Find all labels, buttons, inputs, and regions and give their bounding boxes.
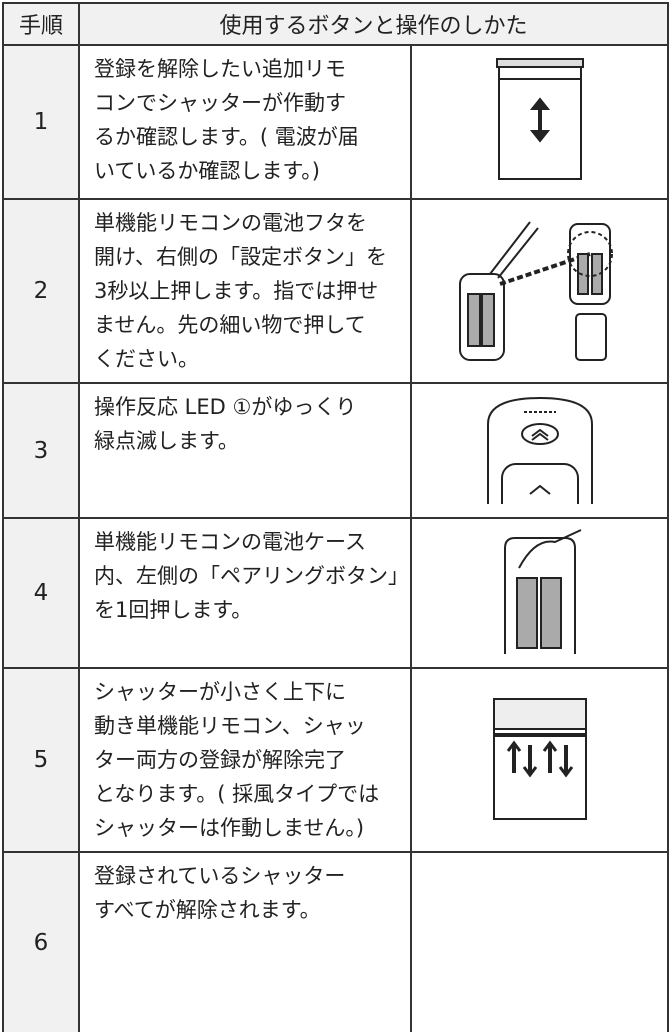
illustration bbox=[410, 667, 669, 853]
text-line: 3秒以上押します。指では押せ bbox=[94, 279, 379, 303]
header-step: 手順 bbox=[2, 2, 80, 46]
step-number: 6 bbox=[2, 851, 80, 1032]
step-row: 3 操作反応 LED ①がゆっくり 緑点滅します。 bbox=[2, 382, 669, 525]
text-line: ません。先の細い物で押して bbox=[94, 313, 366, 337]
illustration-graphic bbox=[458, 221, 613, 361]
text-line: 開け、右側の「設定ボタン」を bbox=[94, 245, 387, 269]
text-line: 単機能リモコンの電池ケース bbox=[94, 530, 366, 554]
text-line: すべてが解除されます。 bbox=[94, 898, 321, 922]
illustration bbox=[410, 382, 669, 525]
step-number: 1 bbox=[2, 44, 80, 200]
text-line: ください。 bbox=[94, 347, 199, 371]
illustration-graphic bbox=[492, 698, 587, 820]
text-line: 登録されているシャッター bbox=[94, 864, 346, 888]
step-row: 1 登録を解除したい追加リモ コンでシャッターが作動す るか確認します。( 電波が届い… bbox=[2, 44, 669, 200]
step-text: 登録されているシャッター すべてが解除されます。 bbox=[78, 851, 412, 1032]
step-text: 登録を解除したい追加リモ コンでシャッターが作動す るか確認します。( 電波が届 いて… bbox=[78, 44, 412, 200]
step-number: 2 bbox=[2, 198, 80, 384]
step-number: 5 bbox=[2, 667, 80, 853]
step-row: 5 シャッターが小さく上下に 動き単機能リモコン、シャッ ター両方の登録が解除完了 とな… bbox=[2, 667, 669, 853]
text-line: シャッターが小さく上下に bbox=[94, 680, 346, 704]
text-line: 内、左側の「ペアリングボタン」 bbox=[94, 564, 409, 588]
illustration bbox=[410, 851, 669, 1032]
step-row: 4 単機能リモコンの電池ケース 内、左側の「ペアリングボタン」 を1回押します。 bbox=[2, 517, 669, 669]
text-line: るか確認します。( 電波が届 bbox=[94, 125, 359, 149]
step-number: 4 bbox=[2, 517, 80, 669]
step-text: 単機能リモコンの電池ケース内、左側の「ペアリングボタン」 を1回押します。 bbox=[78, 517, 412, 669]
illustration bbox=[410, 198, 669, 384]
illustration bbox=[410, 44, 669, 200]
step-text: 単機能リモコンの電池フタを 開け、右側の「設定ボタン」を 3秒以上押します。指では押… bbox=[78, 198, 412, 384]
text-line: ター両方の登録が解除完了 bbox=[94, 748, 346, 772]
illustration bbox=[410, 517, 669, 669]
illustration-graphic bbox=[495, 58, 584, 180]
step-row: 2 単機能リモコンの電池フタを 開け、右側の「設定ボタン」を 3秒以上押します。指では… bbox=[2, 198, 669, 384]
table-body: 1 登録を解除したい追加リモ コンでシャッターが作動す るか確認します。( 電波が届い… bbox=[2, 44, 669, 1032]
text-line: 緑点滅します。 bbox=[94, 429, 239, 453]
illustration-graphic bbox=[503, 529, 581, 654]
text-line: を1回押します。 bbox=[94, 598, 253, 622]
header-operation: 使用するボタンと操作のしかた bbox=[78, 2, 669, 46]
illustration-graphic bbox=[486, 396, 593, 525]
step-text: 操作反応 LED ①がゆっくり 緑点滅します。 bbox=[78, 382, 412, 519]
step-text: シャッターが小さく上下に 動き単機能リモコン、シャッ ター両方の登録が解除完了となり… bbox=[78, 667, 412, 853]
text-line: となります。( 採風タイプでは bbox=[94, 782, 380, 806]
text-line: 単機能リモコンの電池フタを bbox=[94, 211, 367, 235]
text-line: 動き単機能リモコン、シャッ bbox=[94, 714, 366, 738]
step-row: 6 登録されているシャッター すべてが解除されます。 bbox=[2, 851, 669, 1032]
step-number: 3 bbox=[2, 382, 80, 519]
text-line: いているか確認します。) bbox=[94, 159, 320, 183]
text-line: 操作反応 LED ①がゆっくり bbox=[94, 395, 357, 419]
text-line: コンでシャッターが作動す bbox=[94, 91, 346, 115]
text-line: 登録を解除したい追加リモ bbox=[94, 57, 346, 81]
header-row: 手順 使用するボタンと操作のしかた bbox=[2, 2, 669, 46]
text-line: シャッターは作動しません。) bbox=[94, 816, 365, 840]
